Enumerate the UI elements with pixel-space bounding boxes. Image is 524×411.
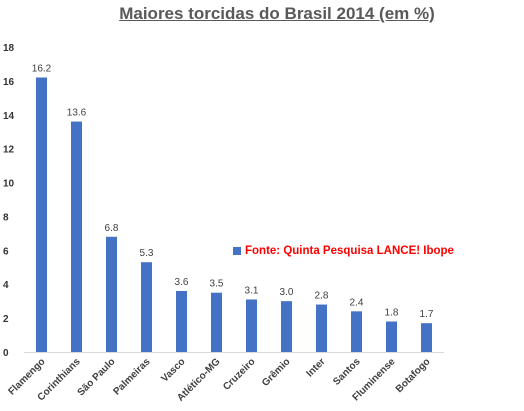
y-tick-label: 0 — [3, 348, 9, 359]
y-tick-label: 2 — [3, 314, 9, 325]
chart-title: Maiores torcidas do Brasil 2014 (em %) — [119, 4, 435, 23]
y-tick-label: 18 — [3, 43, 15, 54]
data-labels: 16.2 13.6 6.8 5.3 3.6 3.5 3.1 3.0 2.8 2.4 1.8 1.7 — [32, 64, 434, 321]
y-axis: 0 2 4 6 8 10 12 14 16 18 — [3, 43, 15, 359]
y-tick-label: 16 — [3, 77, 15, 88]
bar — [176, 291, 187, 352]
x-tick-label: Grêmio — [260, 356, 293, 389]
bar — [281, 301, 292, 352]
x-tick-label: Cruzeiro — [221, 356, 257, 392]
x-tick-label: São Paulo — [76, 356, 118, 398]
bar — [36, 77, 47, 352]
data-label: 3.0 — [280, 287, 294, 298]
data-label: 13.6 — [67, 108, 87, 119]
legend: Fonte: Quinta Pesquisa LANCE! Ibope — [233, 245, 454, 257]
bar — [316, 304, 327, 352]
bar — [421, 323, 432, 352]
y-tick-label: 8 — [3, 212, 9, 223]
data-label: 1.8 — [385, 308, 399, 319]
bar — [351, 311, 362, 352]
y-tick-label: 10 — [3, 179, 15, 190]
bars — [36, 77, 432, 352]
data-label: 3.5 — [210, 279, 224, 290]
y-tick-label: 12 — [3, 145, 15, 156]
bar — [141, 262, 152, 352]
x-tick-label: Vasco — [159, 356, 187, 384]
bar — [71, 121, 82, 352]
data-label: 5.3 — [140, 248, 154, 259]
bar — [211, 292, 222, 352]
legend-label: Fonte: Quinta Pesquisa LANCE! Ibope — [245, 245, 454, 257]
x-tick-label: Santos — [331, 356, 363, 388]
data-label: 3.6 — [175, 277, 189, 288]
bar — [386, 321, 397, 352]
x-tick-label: Palmeiras — [111, 356, 153, 398]
data-label: 3.1 — [245, 285, 259, 296]
data-label: 2.8 — [315, 291, 329, 302]
y-tick-label: 14 — [3, 111, 15, 122]
data-label: 6.8 — [105, 223, 119, 234]
x-tick-label: Botafogo — [394, 356, 433, 395]
data-label: 2.4 — [350, 297, 364, 308]
legend-swatch — [233, 247, 241, 255]
data-label: 1.7 — [420, 309, 434, 320]
bar — [106, 236, 117, 352]
y-tick-label: 4 — [3, 280, 9, 291]
x-tick-label: Inter — [305, 356, 328, 379]
data-label: 16.2 — [32, 64, 52, 75]
y-tick-label: 6 — [3, 246, 9, 257]
bar — [246, 299, 257, 352]
